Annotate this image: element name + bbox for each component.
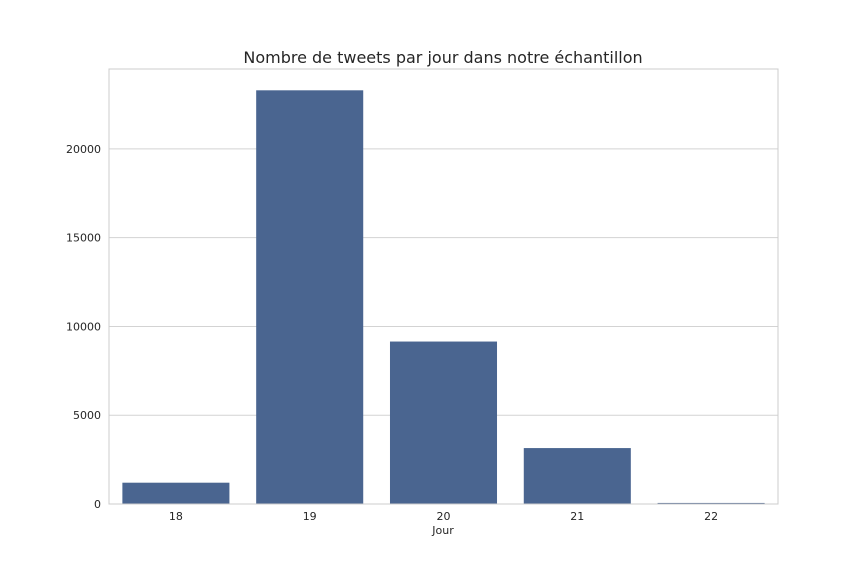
x-tick-label: 22: [704, 510, 718, 523]
x-axis-label: Jour: [431, 524, 454, 537]
y-axis-ticks: 0 5000 10000 15000 20000: [66, 143, 101, 511]
bar-18: [122, 482, 230, 504]
plot-area-frame: [108, 68, 779, 505]
bars: [122, 90, 765, 504]
bar-21: [523, 448, 631, 504]
x-tick-label: 18: [169, 510, 183, 523]
chart-title: Nombre de tweets par jour dans notre éch…: [243, 48, 642, 67]
x-tick-label: 20: [437, 510, 451, 523]
y-tick-label: 15000: [66, 232, 101, 245]
y-tick-label: 10000: [66, 320, 101, 333]
bar-20: [389, 341, 498, 504]
y-tick-label: 0: [94, 498, 101, 511]
x-tick-label: 21: [570, 510, 584, 523]
y-tick-label: 5000: [73, 409, 101, 422]
x-axis-ticks: 18 19 20 21 22: [169, 510, 718, 523]
bar-19: [256, 90, 364, 504]
y-tick-label: 20000: [66, 143, 101, 156]
bar-22: [657, 502, 765, 504]
x-tick-label: 19: [303, 510, 317, 523]
